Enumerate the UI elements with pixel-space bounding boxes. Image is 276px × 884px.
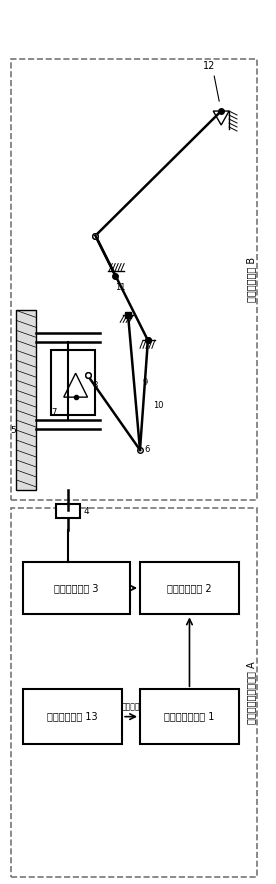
- Text: 信号处理单元 13: 信号处理单元 13: [47, 712, 98, 721]
- Text: 计算机控制驱动系统 A: 计算机控制驱动系统 A: [246, 661, 256, 723]
- Text: 电机驱动单元 2: 电机驱动单元 2: [167, 583, 212, 593]
- Text: 6: 6: [144, 446, 149, 454]
- Bar: [73, 390, 84, 402]
- Text: 12: 12: [203, 61, 216, 72]
- Bar: [51, 350, 95, 415]
- Text: 11: 11: [115, 284, 126, 293]
- Polygon shape: [64, 373, 87, 397]
- Text: 计算机控制单元 1: 计算机控制单元 1: [164, 712, 215, 721]
- Polygon shape: [213, 111, 229, 125]
- Bar: [11, 59, 257, 499]
- Bar: [59, 390, 71, 402]
- Text: 10: 10: [153, 400, 163, 409]
- Bar: [140, 561, 239, 614]
- Text: 4: 4: [84, 507, 89, 516]
- Bar: [11, 507, 257, 877]
- Bar: [23, 561, 130, 614]
- Text: 控制信号: 控制信号: [122, 702, 140, 711]
- Text: 交流伺服电机 3: 交流伺服电机 3: [54, 583, 99, 593]
- Bar: [23, 690, 122, 744]
- Bar: [16, 310, 36, 490]
- Text: 8: 8: [92, 381, 98, 390]
- Text: 机械传动系统 B: 机械传动系统 B: [246, 257, 256, 302]
- Text: 9: 9: [143, 378, 148, 387]
- Bar: [56, 504, 79, 518]
- Bar: [140, 690, 239, 744]
- Text: 7: 7: [51, 408, 57, 416]
- Text: 5: 5: [10, 425, 16, 435]
